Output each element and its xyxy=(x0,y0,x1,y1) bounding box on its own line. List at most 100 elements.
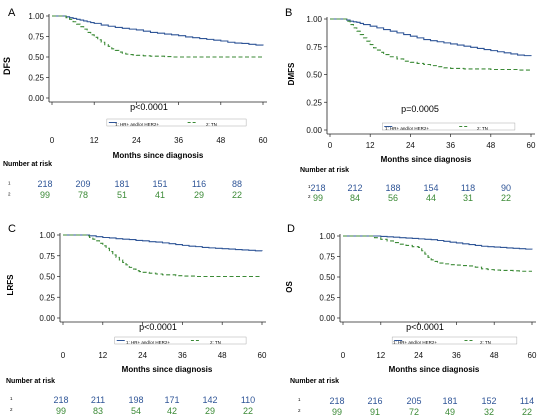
risk-value-tn: 22 xyxy=(243,406,253,416)
risk-value-hr: 218 xyxy=(329,396,344,406)
risk-value-hr: 198 xyxy=(128,395,143,405)
legend-tn-label: 2: TN xyxy=(206,122,217,127)
y-tick-label: 1.00 xyxy=(319,232,335,241)
risk-value-tn: 29 xyxy=(194,190,204,200)
risk-value-hr: 142 xyxy=(202,395,217,405)
y-tick-label: 0.25 xyxy=(28,74,44,83)
y-tick-label: 0.50 xyxy=(319,273,335,282)
series-hr-curve xyxy=(343,235,533,250)
risk-value-tn: 31 xyxy=(463,193,473,203)
y-tick-label: 0.00 xyxy=(319,314,335,323)
x-tick-label: 48 xyxy=(486,141,495,150)
risk-value-tn: 49 xyxy=(445,407,455,417)
risk-value-tn: 99 xyxy=(56,406,66,416)
risk-title: Number at risk xyxy=(300,167,349,174)
risk-value-hr: 216 xyxy=(367,396,382,406)
risk-value-hr: 212 xyxy=(347,183,362,193)
y-tick-label: 0.75 xyxy=(28,33,44,42)
y-tick-label: 0.50 xyxy=(306,71,322,80)
risk-title: Number at risk xyxy=(290,378,339,385)
x-tick-label: 48 xyxy=(490,351,499,360)
risk-value-tn: 78 xyxy=(78,190,88,200)
legend-hr-label: 1: HR+ and/or HER2+ xyxy=(393,340,437,345)
p-value: p=0.0005 xyxy=(401,104,439,114)
risk-value-hr: 116 xyxy=(192,179,206,189)
risk-value-hr: 118 xyxy=(461,183,475,193)
risk-value-tn: 44 xyxy=(426,193,436,203)
y-axis-label: OS xyxy=(285,281,294,293)
panel-letter: B xyxy=(285,7,292,19)
p-value: p<0.0001 xyxy=(139,322,177,332)
panel-d: D OS p<0.0001 1: HR+ and/or HER2+ 2: TN … xyxy=(285,223,537,417)
y-tick-label: 0.25 xyxy=(306,98,322,107)
x-axis-label: Months since diagnosis xyxy=(381,155,472,164)
risk-row-number: 1 xyxy=(298,397,301,402)
x-tick-label: 24 xyxy=(138,351,147,360)
risk-value-tn: 42 xyxy=(167,406,177,416)
x-tick-label: 24 xyxy=(132,136,141,145)
risk-value-tn: 22 xyxy=(501,193,511,203)
x-axis-label: Months since diagnosis xyxy=(389,365,480,374)
y-tick-label: 0.75 xyxy=(306,43,322,52)
series-tn-curve xyxy=(330,18,531,71)
y-tick-label: 0.75 xyxy=(39,252,55,261)
risk-value-hr: 218 xyxy=(53,395,68,405)
panel-letter: A xyxy=(8,7,16,19)
legend-box xyxy=(114,336,247,345)
risk-value-tn: 29 xyxy=(205,406,215,416)
y-tick-label: 0.00 xyxy=(28,94,44,103)
risk-value-tn: 54 xyxy=(131,406,141,416)
risk-row-number: 2 xyxy=(8,192,11,197)
x-tick-label: 36 xyxy=(174,136,183,145)
risk-value-hr: 218 xyxy=(310,183,325,193)
x-tick-label: 12 xyxy=(98,351,107,360)
y-tick-label: 0.00 xyxy=(39,314,55,323)
series-hr-curve xyxy=(330,18,532,57)
x-axis-label: Months since diagnosis xyxy=(122,365,213,374)
x-tick-label: 12 xyxy=(366,141,375,150)
risk-value-tn: 91 xyxy=(370,407,380,417)
risk-value-hr: 154 xyxy=(423,183,438,193)
risk-value-tn: 99 xyxy=(40,190,50,200)
risk-title: Number at risk xyxy=(6,378,55,385)
y-tick-label: 1.00 xyxy=(306,15,322,24)
risk-value-tn: 83 xyxy=(93,406,103,416)
risk-value-tn: 99 xyxy=(313,193,323,203)
y-tick-label: 1.00 xyxy=(39,231,55,240)
x-tick-label: 0 xyxy=(50,136,55,145)
panel-letter: D xyxy=(287,223,295,235)
series-tn-curve xyxy=(63,234,262,278)
legend-tn-label: 2: TN xyxy=(477,126,488,131)
legend-hr-label: 1: HR+ and/or HER2+ xyxy=(126,340,170,345)
risk-value-hr: 114 xyxy=(520,396,534,406)
risk-value-hr: 181 xyxy=(114,179,129,189)
risk-value-hr: 209 xyxy=(75,179,90,189)
risk-value-tn: 22 xyxy=(232,190,242,200)
legend-box xyxy=(382,122,516,131)
x-tick-label: 0 xyxy=(61,351,66,360)
risk-value-tn: 72 xyxy=(409,407,419,417)
risk-row-number: 1 xyxy=(10,396,13,401)
risk-row-number: 1 xyxy=(308,184,311,189)
x-tick-label: 12 xyxy=(376,351,385,360)
x-tick-label: 60 xyxy=(259,136,268,145)
risk-row-number: 1 xyxy=(8,181,11,186)
risk-row-number: 2 xyxy=(308,194,311,199)
risk-value-hr: 211 xyxy=(91,395,105,405)
risk-row-number: 2 xyxy=(10,407,13,412)
x-tick-label: 48 xyxy=(218,351,227,360)
series-hr-curve xyxy=(52,15,264,46)
risk-value-tn: 84 xyxy=(350,193,360,203)
legend-box xyxy=(391,336,518,345)
x-tick-label: 36 xyxy=(446,141,455,150)
y-tick-label: 1.00 xyxy=(28,12,44,21)
y-tick-label: 0.50 xyxy=(28,53,44,62)
y-tick-label: 0.00 xyxy=(306,126,322,135)
panel-letter: C xyxy=(8,223,16,235)
series-tn-curve xyxy=(52,15,263,58)
legend-tn-label: 2: TN xyxy=(210,340,221,345)
risk-value-hr: 171 xyxy=(164,395,179,405)
legend-hr-label: 1: HR+ and/or HER2+ xyxy=(385,126,429,131)
x-tick-label: 48 xyxy=(216,136,225,145)
